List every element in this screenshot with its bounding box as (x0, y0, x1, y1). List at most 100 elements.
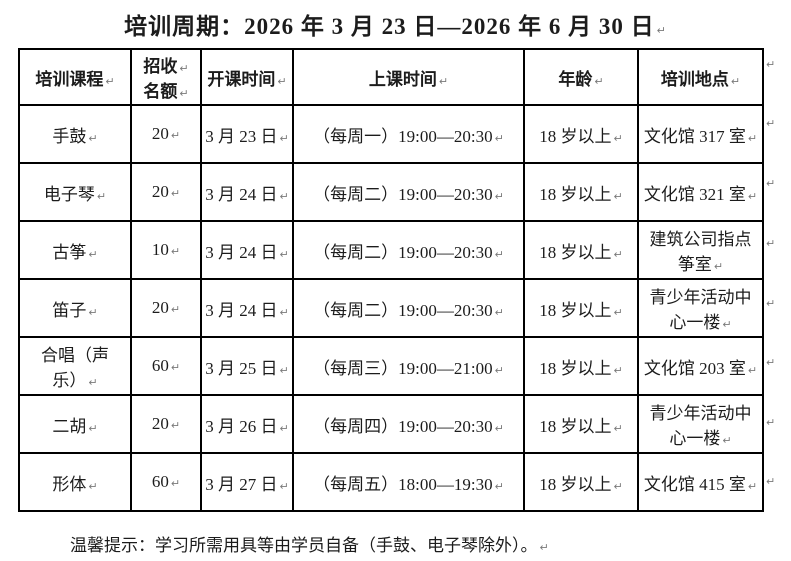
cell-quota: 20 ↵ (130, 394, 202, 454)
return-mark-icon: ↵ (494, 189, 504, 203)
location-value: 文化馆 415 室 (643, 474, 746, 494)
header-cell-course: 培训课程 ↵ (18, 48, 132, 106)
cell-age: 18 岁以上 ↵ (523, 452, 639, 512)
row-end-return-mark-icon: ↵ (766, 356, 776, 369)
course-value: 合唱（声 乐） (41, 346, 109, 390)
return-mark-icon: ↵ (105, 74, 115, 88)
return-mark-icon: ↵ (279, 421, 289, 435)
return-mark-icon: ↵ (613, 305, 623, 319)
return-mark-icon: ↵ (613, 421, 623, 435)
return-mark-icon: ↵ (747, 189, 758, 203)
table-row: 电子琴 ↵ 20 ↵ 3 月 24 日 ↵ （每周二）19:00—20:30 ↵ 18 … (18, 162, 764, 222)
return-mark-icon: ↵ (539, 541, 549, 554)
cell-location: 青少年活动中 心一楼 ↵ (637, 394, 764, 454)
class-time-value: （每周二）19:00—20:30 (313, 242, 493, 262)
quota-value: 10 (151, 240, 169, 259)
location-value: 文化馆 321 室 (643, 184, 746, 204)
table-header-row: 培训课程 ↵ 招收 ↵ 名额 ↵ 开课时间 ↵ 上课时间 ↵ 年龄 ↵ 培训地点 ↵ (18, 48, 764, 106)
return-mark-icon: ↵ (170, 245, 181, 258)
cell-quota: 20 ↵ (130, 278, 202, 338)
course-value: 手鼓 (52, 126, 87, 146)
table-row: 古筝 ↵ 10 ↵ 3 月 24 日 ↵ （每周二）19:00—20:30 ↵ 18 岁… (18, 220, 764, 280)
return-mark-icon: ↵ (170, 419, 181, 432)
location-value: 文化馆 203 室 (643, 358, 746, 378)
start-date-value: 3 月 24 日 (205, 242, 278, 262)
cell-quota: 60 ↵ (130, 336, 202, 396)
cell-course: 二胡 ↵ (18, 394, 132, 454)
location-value: 建筑公司指点 筝室 (649, 230, 752, 274)
class-time-value: （每周四）19:00—20:30 (313, 416, 493, 436)
return-mark-icon: ↵ (96, 189, 107, 203)
header-cell-class-time: 上课时间 ↵ (292, 48, 525, 106)
row-end-return-mark-icon: ↵ (766, 177, 776, 190)
return-mark-icon: ↵ (656, 24, 667, 37)
return-mark-icon: ↵ (747, 363, 758, 377)
return-mark-icon: ↵ (613, 131, 623, 145)
cell-start-date: 3 月 24 日 ↵ (200, 278, 294, 338)
location-value: 青少年活动中 心一楼 (649, 288, 752, 332)
header-course-label: 培训课程 (35, 69, 104, 89)
return-mark-icon: ↵ (170, 361, 181, 374)
cell-quota: 20 ↵ (130, 162, 202, 222)
start-date-value: 3 月 26 日 (205, 416, 278, 436)
table-row: 手鼓 ↵ 20 ↵ 3 月 23 日 ↵ （每周一）19:00—20:30 ↵ 18 岁… (18, 104, 764, 164)
row-end-return-mark-icon: ↵ (766, 416, 776, 429)
return-mark-icon: ↵ (88, 421, 98, 435)
return-mark-icon: ↵ (730, 74, 741, 88)
location-value: 青少年活动中 心一楼 (649, 404, 752, 448)
cell-age: 18 岁以上 ↵ (523, 104, 639, 164)
page-title: 培训周期：2026 年 3 月 23 日—2026 年 6 月 30 日 ↵ (0, 7, 791, 41)
return-mark-icon: ↵ (279, 363, 289, 377)
cell-location: 青少年活动中 心一楼 ↵ (637, 278, 764, 338)
cell-location: 文化馆 415 室 ↵ (637, 452, 764, 512)
cell-location: 文化馆 321 室 ↵ (637, 162, 764, 222)
course-value: 电子琴 (43, 184, 95, 204)
age-value: 18 岁以上 (539, 358, 612, 378)
class-time-value: （每周三）19:00—21:00 (313, 358, 493, 378)
location-value: 文化馆 317 室 (643, 126, 746, 146)
course-value: 二胡 (52, 416, 87, 436)
header-cell-location: 培训地点 ↵ (637, 48, 764, 106)
return-mark-icon: ↵ (170, 303, 181, 316)
return-mark-icon: ↵ (88, 131, 98, 145)
course-value: 古筝 (52, 242, 87, 262)
cell-course: 古筝 ↵ (18, 220, 132, 280)
return-mark-icon: ↵ (494, 363, 504, 377)
return-mark-icon: ↵ (594, 74, 604, 88)
cell-quota: 20 ↵ (130, 104, 202, 164)
return-mark-icon: ↵ (179, 87, 189, 100)
header-quota-label2: 名额 (143, 82, 178, 101)
return-mark-icon: ↵ (494, 479, 504, 493)
class-time-value: （每周二）19:00—20:30 (313, 300, 493, 320)
return-mark-icon: ↵ (613, 189, 623, 203)
return-mark-icon: ↵ (494, 247, 504, 261)
return-mark-icon: ↵ (438, 74, 449, 88)
age-value: 18 岁以上 (539, 184, 612, 204)
age-value: 18 岁以上 (539, 416, 612, 436)
cell-age: 18 岁以上 ↵ (523, 336, 639, 396)
cell-location: 文化馆 203 室 ↵ (637, 336, 764, 396)
cell-start-date: 3 月 27 日 ↵ (200, 452, 294, 512)
return-mark-icon: ↵ (722, 318, 732, 331)
class-time-value: （每周一）19:00—20:30 (313, 126, 493, 146)
return-mark-icon: ↵ (279, 305, 289, 319)
return-mark-icon: ↵ (179, 62, 189, 75)
return-mark-icon: ↵ (713, 260, 724, 273)
header-quota-line2: 名额 ↵ (135, 77, 197, 102)
header-start-date-label: 开课时间 (207, 69, 276, 89)
cell-class-time: （每周二）19:00—20:30 ↵ (292, 162, 525, 222)
cell-age: 18 岁以上 ↵ (523, 394, 639, 454)
age-value: 18 岁以上 (539, 126, 612, 146)
return-mark-icon: ↵ (170, 129, 181, 142)
return-mark-icon: ↵ (277, 74, 287, 88)
header-quota-label1: 招收 (143, 57, 178, 76)
cell-quota: 60 ↵ (130, 452, 202, 512)
cell-class-time: （每周四）19:00—20:30 ↵ (292, 394, 525, 454)
start-date-value: 3 月 24 日 (205, 300, 278, 320)
age-value: 18 岁以上 (539, 242, 612, 262)
class-time-value: （每周五）18:00—19:30 (313, 474, 493, 494)
table-row: 笛子 ↵ 20 ↵ 3 月 24 日 ↵ （每周二）19:00—20:30 ↵ 18 岁… (18, 278, 764, 338)
return-mark-icon: ↵ (279, 131, 289, 145)
course-value: 形体 (52, 474, 87, 494)
quota-value: 20 (151, 414, 169, 433)
